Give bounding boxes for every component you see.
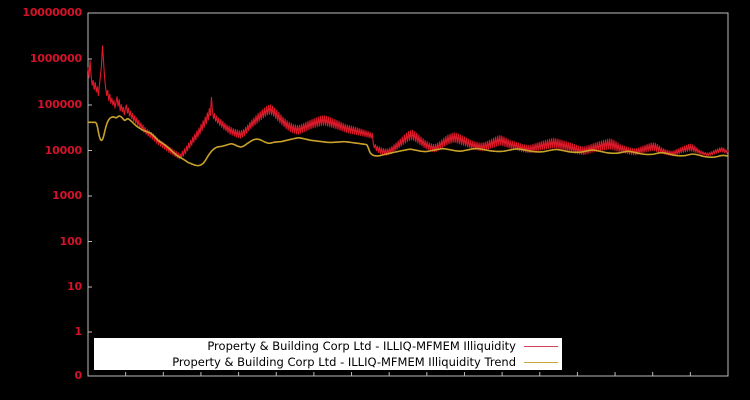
legend-item[interactable]: Property & Building Corp Ltd - ILLIQ-MFM… [94,354,562,370]
y-tick-label: 10 [67,280,82,293]
series-line-illiquidity [87,45,729,160]
series-line-trend [87,115,729,167]
y-axis-ticks [88,12,92,377]
y-tick-label: 100000 [37,98,82,111]
plot-frame [87,12,729,377]
y-tick-label: 10000 [44,143,82,157]
series-layer [87,45,729,167]
y-tick-label: 10000000 [22,6,82,19]
legend-line-swatch [524,361,558,363]
legend-label: Property & Building Corp Ltd - ILLIQ-MFM… [172,355,516,369]
y-tick-label: 0 [74,369,83,382]
legend-item[interactable]: Property & Building Corp Ltd - ILLIQ-MFM… [94,338,562,354]
legend-line-swatch [524,345,558,347]
x-axis-ticks [87,372,729,376]
y-tick-label: 1 [74,325,83,338]
legend-label: Property & Building Corp Ltd - ILLIQ-MFM… [207,339,516,353]
y-tick-label: 1000000 [29,52,82,65]
chart-legend[interactable]: Property & Building Corp Ltd - ILLIQ-MFM… [94,338,562,370]
y-tick-label: 100 [59,234,83,248]
y-tick-label: 1000 [52,189,82,202]
